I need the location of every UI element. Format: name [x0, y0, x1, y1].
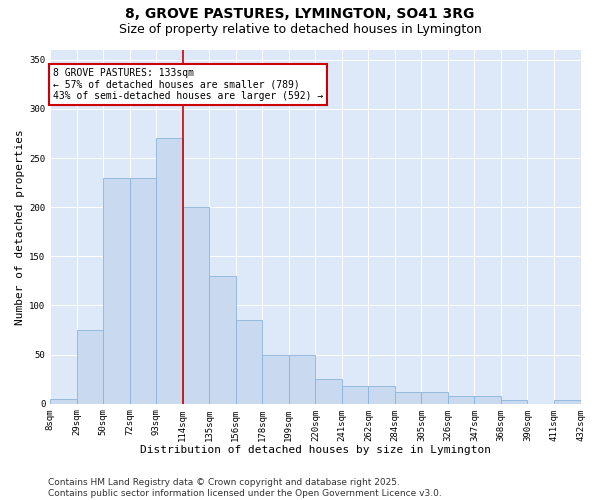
Bar	[262, 354, 289, 404]
Bar	[368, 386, 395, 404]
Bar	[130, 178, 156, 404]
Text: Contains HM Land Registry data © Crown copyright and database right 2025.
Contai: Contains HM Land Registry data © Crown c…	[48, 478, 442, 498]
Bar	[183, 207, 209, 404]
Bar	[316, 379, 342, 404]
X-axis label: Distribution of detached houses by size in Lymington: Distribution of detached houses by size …	[140, 445, 491, 455]
Bar	[209, 276, 236, 404]
Bar	[501, 400, 527, 404]
Bar	[475, 396, 501, 404]
Text: 8 GROVE PASTURES: 133sqm
← 57% of detached houses are smaller (789)
43% of semi-: 8 GROVE PASTURES: 133sqm ← 57% of detach…	[53, 68, 323, 101]
Bar	[103, 178, 130, 404]
Bar	[448, 396, 475, 404]
Bar	[236, 320, 262, 404]
Bar	[289, 354, 316, 404]
Bar	[156, 138, 183, 404]
Bar	[554, 400, 581, 404]
Y-axis label: Number of detached properties: Number of detached properties	[15, 129, 25, 324]
Text: Size of property relative to detached houses in Lymington: Size of property relative to detached ho…	[119, 22, 481, 36]
Bar	[421, 392, 448, 404]
Bar	[342, 386, 368, 404]
Bar	[77, 330, 103, 404]
Text: 8, GROVE PASTURES, LYMINGTON, SO41 3RG: 8, GROVE PASTURES, LYMINGTON, SO41 3RG	[125, 8, 475, 22]
Bar	[395, 392, 421, 404]
Bar	[50, 399, 77, 404]
